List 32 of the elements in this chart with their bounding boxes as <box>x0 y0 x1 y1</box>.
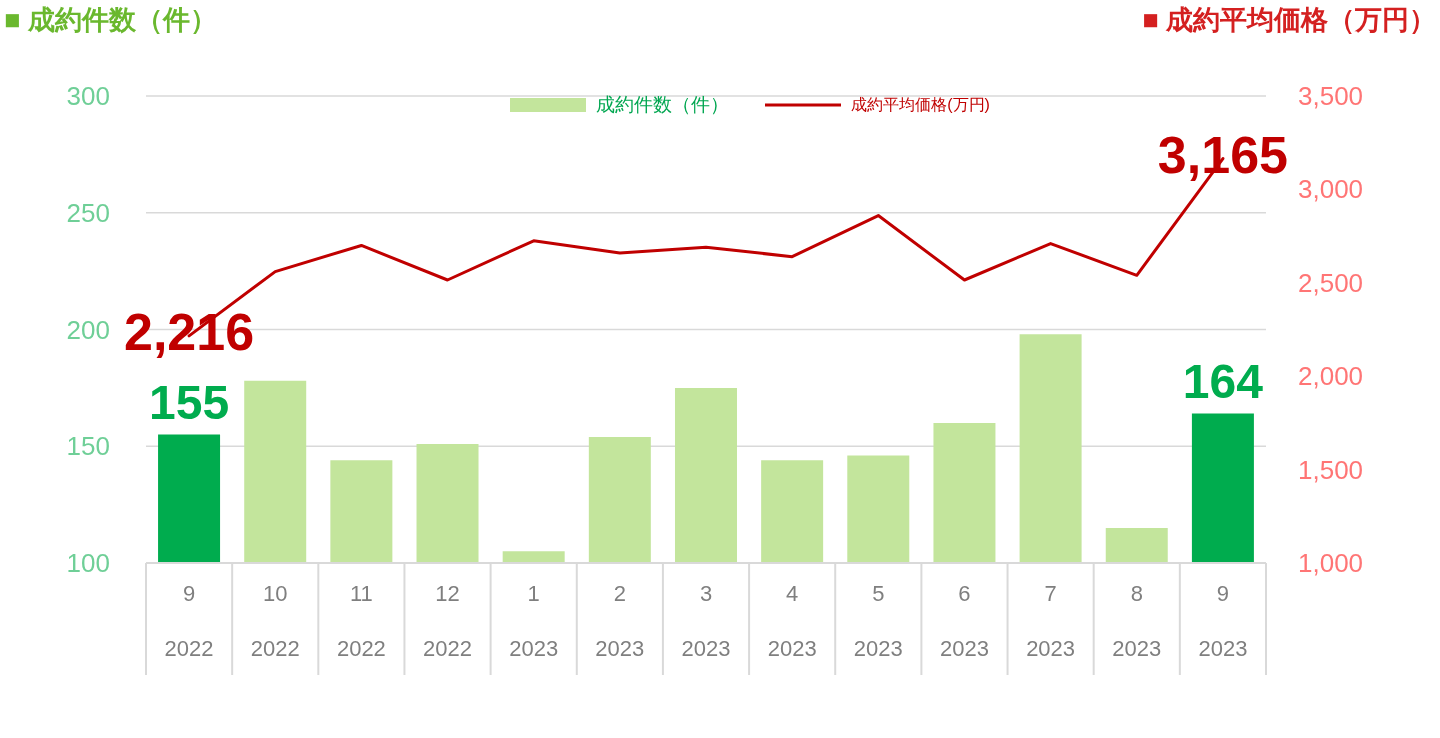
y-tick-label: 250 <box>66 197 110 228</box>
category-label: 1 2023 <box>509 581 559 661</box>
category-label: 9 2023 <box>1198 581 1248 661</box>
y-tick-label: 200 <box>66 314 110 345</box>
y2-tick-label: 1,000 <box>1298 548 1364 578</box>
category-label: 6 2023 <box>939 581 989 661</box>
y-axis-title: ■ 成約件数（件） <box>4 4 217 37</box>
category-label: 9 2022 <box>164 581 214 661</box>
category-label: 10 2022 <box>250 581 300 661</box>
data-label: 2,216 <box>124 302 255 361</box>
data-label: 3,165 <box>1157 125 1288 184</box>
category-label: 11 2022 <box>336 581 386 661</box>
category-label: 5 2023 <box>853 581 903 661</box>
y2-axis-title: ■ 成約平均価格（万円） <box>1142 4 1436 37</box>
y2-tick-label: 1,500 <box>1298 454 1364 485</box>
category-label: 8 2023 <box>1112 581 1162 661</box>
category-label: 12 2022 <box>423 581 473 661</box>
data-label: 164 <box>1182 354 1264 408</box>
category-label: 4 2023 <box>767 581 817 661</box>
legend-label: 成約件数（件） <box>596 93 730 117</box>
y-tick-label: 150 <box>66 431 110 462</box>
category-label: 7 2023 <box>1026 581 1076 661</box>
data-label: 155 <box>149 375 230 429</box>
legend-label: 成約平均価格(万円) <box>851 94 990 115</box>
category-label: 2 2023 <box>595 581 645 661</box>
y2-tick-label: 3,500 <box>1298 81 1364 111</box>
category-label: 3 2023 <box>681 581 731 661</box>
y2-tick-label: 3,000 <box>1298 174 1364 205</box>
y-tick-label: 100 <box>66 548 110 578</box>
y-tick-label: 300 <box>66 81 110 111</box>
y2-tick-label: 2,500 <box>1298 267 1364 298</box>
y2-tick-label: 2,000 <box>1298 361 1364 392</box>
